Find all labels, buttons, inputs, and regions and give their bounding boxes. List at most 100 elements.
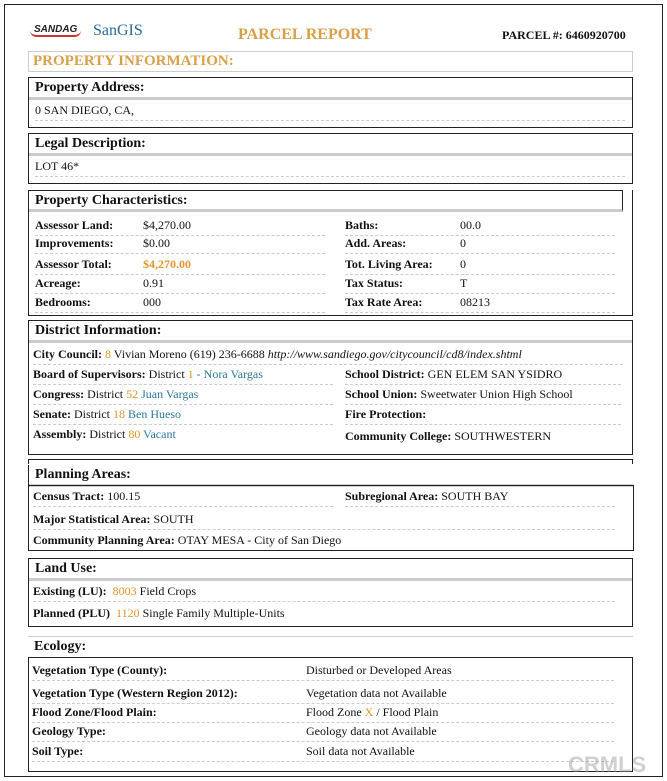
characteristic-row: Add. Areas: 0 [345,236,615,254]
value: 08213 [460,295,490,309]
label: Senate: [33,407,71,421]
value: 000 [143,295,161,309]
existing-code: 8003 [112,584,137,598]
property-characteristics-section: Property Characteristics: Assessor Land:… [28,190,633,316]
value: 0 [460,257,466,271]
label: Vegetation Type (County): [32,663,168,677]
value: Geology data not Available [306,724,437,738]
section-title: Property Characteristics: [29,190,623,212]
divider [28,459,633,464]
ecology-row: Vegetation Type (County): Disturbed or De… [32,663,614,681]
senate-district: 18 [113,407,125,421]
label: Tax Status: [345,276,403,290]
characteristic-row: Tax Status: T [345,276,615,294]
planned-code: 1120 [116,606,140,620]
label: Board of Supervisors: [33,367,146,381]
ecology-row: Vegetation Type (Western Region 2012): Ve… [32,686,614,704]
planned-use: Single Family Multiple-Units [142,606,285,620]
label: Assessor Land: [35,218,114,232]
district-information-section: District Information: City Council: 8 Vi… [28,320,633,455]
legal-description-section: Legal Description: LOT 46* [28,133,633,184]
label: Tax Rate Area: [345,295,423,309]
label: School District: [345,367,425,381]
label: Assessor Total: [35,257,112,271]
school-district: GEN ELEM SAN YSIDRO [427,367,563,381]
community-college: SOUTHWESTERN [454,429,551,443]
parcel-number: 6460920700 [565,28,626,42]
ecology-row: Geology Type: Geology data not Available [32,724,614,742]
section-title: Legal Description: [29,134,632,156]
label: Community College: [345,429,452,443]
value: Flood Zone [306,705,362,719]
council-district: 8 [105,347,111,361]
address-value: 0 SAN DIEGO, CA, [35,103,625,121]
value: $4,270.00 [143,257,191,271]
text: District [74,407,110,421]
planning-areas-section: Planning Areas: Census Tract: 100.15 Sub… [28,465,634,551]
report-title: PARCEL REPORT [238,26,372,43]
flood-zone-code: X [364,705,374,719]
major-statistical-area: SOUTH [153,512,194,526]
value: $0.00 [143,236,170,250]
label: Soil Type: [32,744,84,758]
subregional-area: SOUTH BAY [441,489,509,503]
label: Geology Type: [32,724,106,738]
characteristic-row: Improvements: $0.00 [35,236,325,254]
label: Flood Zone/Flood Plain: [32,705,157,719]
bos-district: 1 [187,367,194,381]
property-info-header: PROPERTY INFORMATION: [28,51,633,72]
value: Disturbed or Developed Areas [306,663,452,677]
label: Planned (PLU) [33,606,111,620]
value: Soil data not Available [306,744,415,758]
ecology-row: Flood Zone/Flood Plain: Flood Zone X / Fl… [32,705,614,723]
council-link[interactable]: http://www.sandiego.gov/citycouncil/cd8/… [267,347,522,361]
bos-name: - Nora Vargas [196,367,263,381]
characteristic-row: Baths: 00.0 [345,218,615,236]
section-title: Planning Areas: [29,465,633,487]
congress-district: 52 [126,387,139,401]
school-union: Sweetwater Union High School [420,387,573,401]
characteristic-row: Acreage: 0.91 [35,276,325,294]
text: District [148,367,185,381]
legal-value: LOT 46* [35,159,625,177]
label: Census Tract: [33,489,105,503]
assembly-name: Vacant [143,427,176,441]
characteristic-row: Assessor Land: $4,270.00 [35,218,325,236]
ecology-row: Soil Type: Soil data not Available [32,744,614,762]
census-tract: 100.15 [107,489,141,503]
characteristic-row: Assessor Total: $4,270.00 [35,257,325,275]
label: Add. Areas: [345,236,407,250]
value: T [460,276,468,290]
label: Community Planning Area: [33,533,175,547]
characteristic-row: Tax Rate Area: 08213 [345,295,615,313]
value: 00.0 [460,218,481,232]
label: Assembly: [33,427,87,441]
text: District [87,387,124,401]
text: District [89,427,126,441]
report-page [4,4,663,777]
parcel-label: PARCEL #: [502,28,563,42]
fire-protection-label: Fire Protection: [345,407,427,421]
label: City Council: [33,347,102,361]
value: Vegetation data not Available [306,686,447,700]
label: Baths: [345,218,379,232]
label: Congress: [33,387,85,401]
council-member: Vivian Moreno (619) 236-6688 [113,347,265,361]
section-title: Land Use: [29,559,632,581]
sandag-logo: SANDAG [30,24,82,37]
label: School Union: [345,387,418,401]
congress-name: Juan Vargas [141,387,199,401]
label: Tot. Living Area: [345,257,433,271]
section-title: Ecology: [34,639,87,654]
section-title: District Information: [29,321,632,343]
label: Existing (LU): [33,584,107,598]
value: 0.91 [143,276,164,290]
watermark: CRMLS [568,752,647,777]
sangis-logo: SanGIS [93,22,143,39]
assembly-district: 80 [128,427,141,441]
value: 0 [460,236,466,250]
property-address-section: Property Address: 0 SAN DIEGO, CA, [28,77,633,128]
label: Bedrooms: [35,295,91,309]
value: $4,270.00 [143,218,191,232]
characteristic-row: Bedrooms: 000 [35,295,325,313]
